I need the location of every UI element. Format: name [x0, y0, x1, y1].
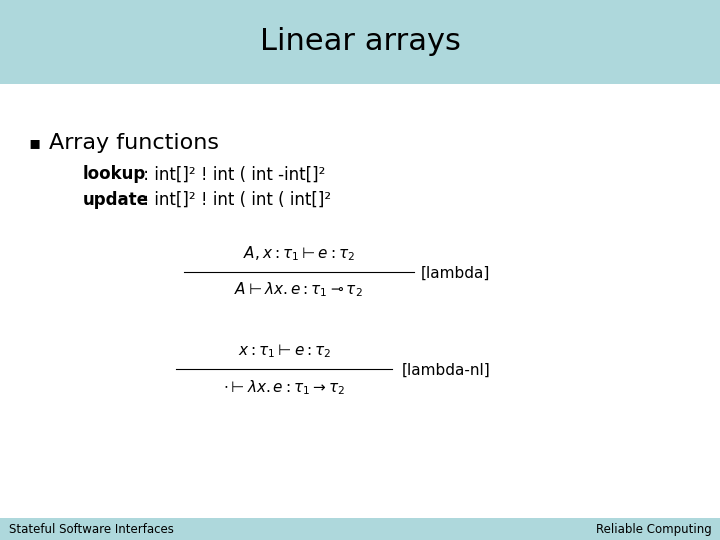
Text: $\cdot \vdash \lambda x.e : \tau_1 \rightarrow \tau_2$: $\cdot \vdash \lambda x.e : \tau_1 \righ…: [223, 378, 346, 396]
Text: $A, x : \tau_1 \vdash e : \tau_2$: $A, x : \tau_1 \vdash e : \tau_2$: [243, 245, 355, 263]
Text: $x : \tau_1 \vdash e : \tau_2$: $x : \tau_1 \vdash e : \tau_2$: [238, 342, 331, 360]
Bar: [0, 518, 720, 540]
Text: : int[]² ! int ( int -int[]²: : int[]² ! int ( int -int[]²: [138, 165, 325, 184]
Text: [lambda]: [lambda]: [421, 266, 490, 281]
Text: Linear arrays: Linear arrays: [260, 28, 460, 56]
Text: $A \vdash \lambda x.e : \tau_1 \multimap \tau_2$: $A \vdash \lambda x.e : \tau_1 \multimap…: [235, 281, 363, 299]
Text: [lambda-nl]: [lambda-nl]: [402, 363, 490, 378]
Text: update: update: [83, 191, 149, 209]
Text: Reliable Computing: Reliable Computing: [595, 523, 711, 536]
Text: ▪: ▪: [28, 134, 41, 152]
Text: Array functions: Array functions: [49, 133, 219, 153]
Text: Stateful Software Interfaces: Stateful Software Interfaces: [9, 523, 174, 536]
Text: : int[]² ! int ( int ( int[]²: : int[]² ! int ( int ( int[]²: [138, 191, 331, 209]
Bar: [0, 0, 720, 84]
Text: lookup: lookup: [83, 165, 146, 184]
